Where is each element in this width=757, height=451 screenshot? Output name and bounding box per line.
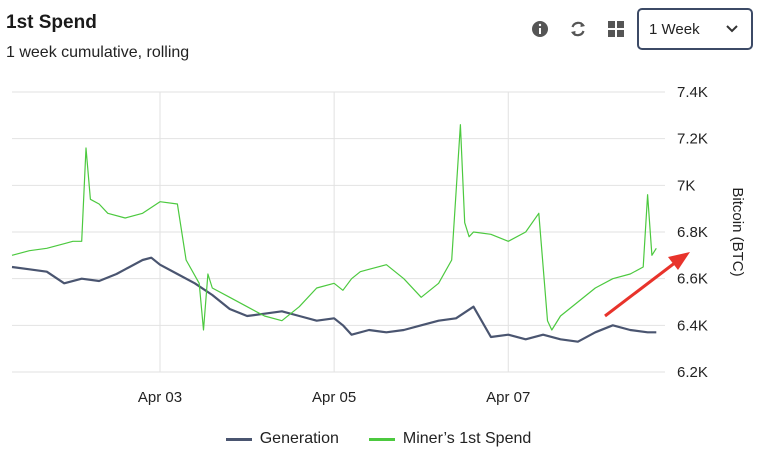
- range-select-value: 1 Week: [649, 20, 700, 38]
- y-tick-label: 7.4K: [677, 84, 708, 101]
- x-tick-label: Apr 05: [312, 389, 356, 406]
- series-line-generation: [11, 256, 657, 343]
- legend-label-spend: Miner’s 1st Spend: [402, 430, 532, 447]
- y-tick-label: 6.6K: [677, 271, 708, 288]
- y-tick-label: 6.8K: [677, 224, 708, 241]
- legend-label-generation: Generation: [259, 430, 339, 447]
- y-tick-label: 7K: [677, 177, 695, 194]
- chart-title: 1st Spend: [6, 12, 97, 33]
- legend-swatch-spend: [368, 437, 395, 441]
- grid-icon[interactable]: [597, 10, 635, 48]
- series-line-spend: [11, 124, 657, 331]
- refresh-icon[interactable]: [559, 10, 597, 48]
- x-tick-label: Apr 07: [486, 389, 530, 406]
- chart-legend: Generation Miner’s 1st Spend: [0, 430, 757, 448]
- info-icon[interactable]: [521, 10, 559, 48]
- chevron-down-icon: [726, 25, 738, 33]
- legend-item-generation[interactable]: Generation: [225, 430, 339, 448]
- legend-swatch-generation: [225, 437, 252, 441]
- chart-toolbar: 1 Week: [521, 8, 753, 50]
- y-tick-label: 7.2K: [677, 131, 708, 148]
- x-tick-label: Apr 03: [138, 389, 182, 406]
- line-chart: 6.2K 6.4K 6.6K 6.8K 7K 7.2K 7.4K Apr 03 Apr 05 Ap…: [11, 84, 746, 406]
- y-tick-label: 6.2K: [677, 364, 708, 381]
- chart-subtitle: 1 week cumulative, rolling: [6, 44, 190, 61]
- legend-item-spend[interactable]: Miner’s 1st Spend: [368, 430, 532, 448]
- y-axis-label: Bitcoin (BTC): [729, 187, 746, 276]
- annotation-arrow: [604, 260, 677, 318]
- range-select[interactable]: 1 Week: [637, 8, 753, 50]
- annotation-arrowhead: [668, 252, 690, 270]
- y-tick-label: 6.4K: [677, 317, 708, 334]
